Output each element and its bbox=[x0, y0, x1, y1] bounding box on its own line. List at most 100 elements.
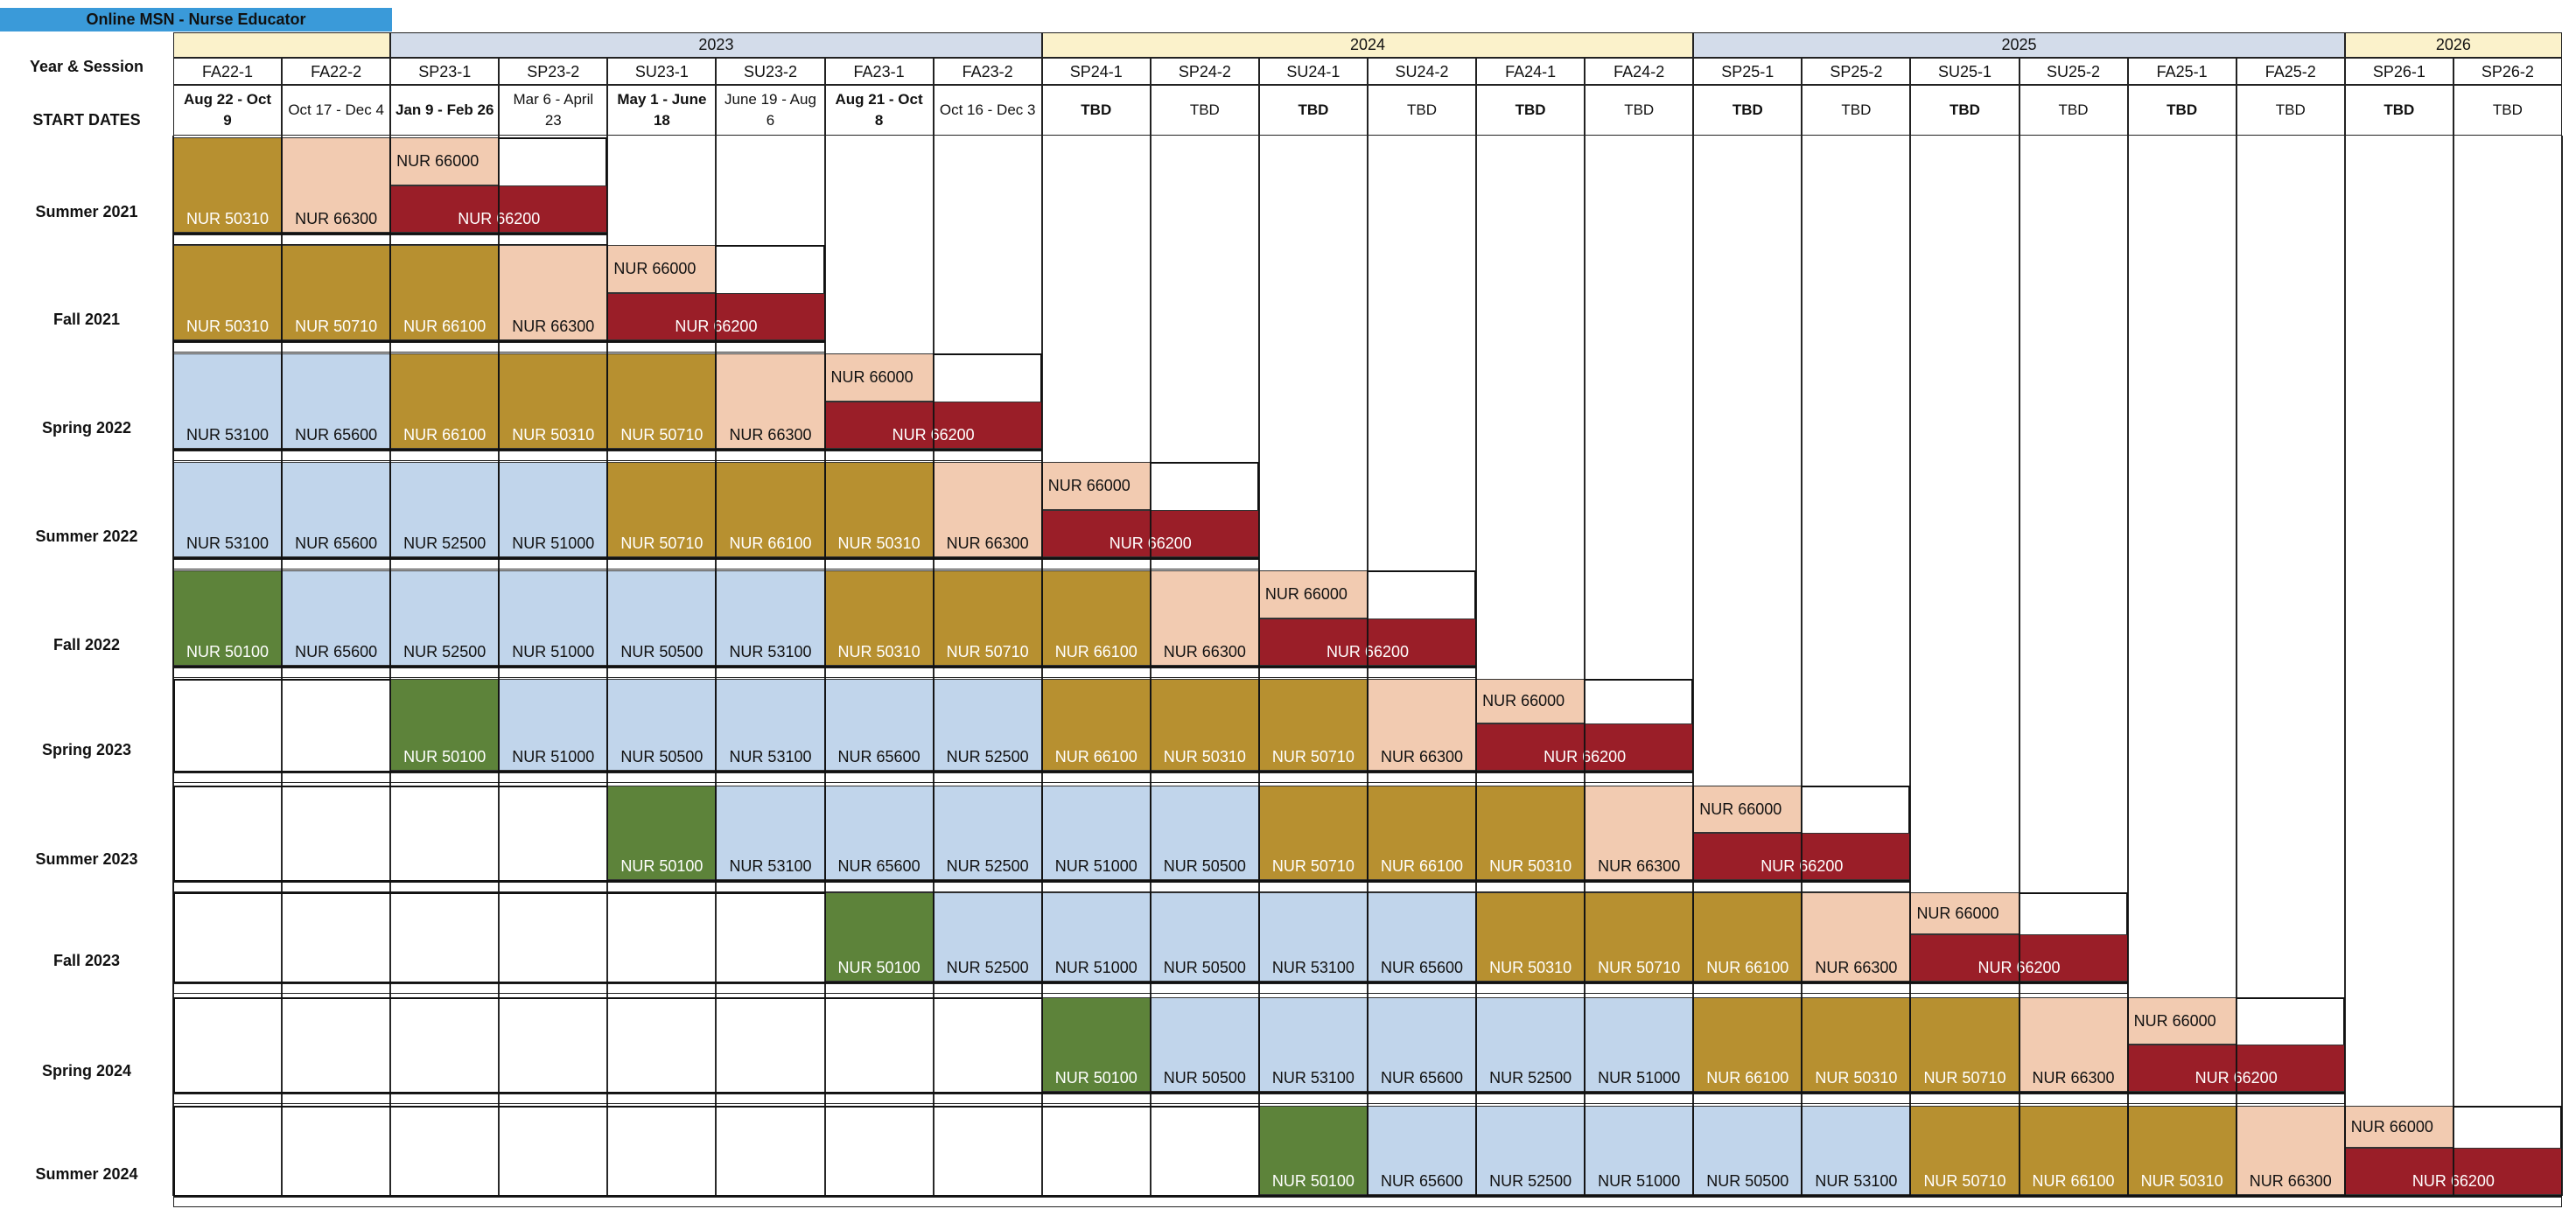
session-header: FA24-1 bbox=[1476, 58, 1586, 85]
session-header: SU25-1 bbox=[1910, 58, 2020, 85]
course-cell: NUR 65600 bbox=[1367, 997, 1477, 1092]
course-cell: NUR 52500 bbox=[1476, 1106, 1586, 1195]
cohort-label: Spring 2022 bbox=[41, 419, 132, 437]
course-cell: NUR 53100 bbox=[716, 570, 825, 666]
course-cell: NUR 66000 bbox=[390, 137, 500, 185]
session-header: SP26-2 bbox=[2453, 58, 2562, 85]
course-cell: NUR 50500 bbox=[1150, 892, 1259, 982]
session-header: SU24-2 bbox=[1367, 58, 1477, 85]
course-cell: NUR 66300 bbox=[933, 462, 1042, 557]
course-cell: NUR 66000 bbox=[607, 245, 717, 293]
session-header: SU23-2 bbox=[716, 58, 825, 85]
start-date-cell: Oct 16 - Dec 3 bbox=[933, 85, 1042, 136]
course-cell: NUR 50710 bbox=[1910, 1106, 2020, 1195]
course-cell: NUR 66300 bbox=[2019, 997, 2128, 1092]
column-divider bbox=[606, 136, 609, 1196]
course-cell: NUR 66300 bbox=[2236, 1106, 2345, 1195]
year-cell: 2023 bbox=[390, 32, 1042, 58]
program-title: Online MSN - Nurse Educator bbox=[0, 8, 392, 31]
course-cell: NUR 51000 bbox=[1585, 1106, 1694, 1195]
session-header: SP26-1 bbox=[2344, 58, 2454, 85]
column-divider bbox=[1801, 136, 1803, 1196]
course-cell: NUR 50310 bbox=[2127, 1106, 2236, 1195]
session-header: SP24-1 bbox=[1041, 58, 1151, 85]
course-cell: NUR 66300 bbox=[282, 137, 391, 233]
course-cell: NUR 66100 bbox=[1693, 997, 1802, 1092]
start-date-cell: TBD bbox=[1367, 85, 1477, 136]
course-cell: NUR 50310 bbox=[1150, 679, 1259, 771]
course-cell: NUR 50310 bbox=[173, 137, 283, 233]
column-divider bbox=[2018, 136, 2020, 1196]
course-cell: NUR 50310 bbox=[1476, 892, 1586, 982]
course-cell: NUR 65600 bbox=[1367, 892, 1477, 982]
course-cell: NUR 53100 bbox=[716, 786, 825, 880]
course-cell: NUR 66000 bbox=[1693, 786, 1802, 833]
course-cell: NUR 66100 bbox=[390, 245, 500, 340]
column-divider bbox=[1149, 136, 1152, 1196]
column-divider bbox=[281, 136, 284, 1196]
course-cell: NUR 50100 bbox=[1258, 1106, 1368, 1195]
course-cell: NUR 53100 bbox=[173, 353, 283, 449]
course-cell: NUR 66300 bbox=[1150, 570, 1259, 666]
course-cell: NUR 50310 bbox=[824, 462, 934, 557]
column-divider bbox=[389, 136, 392, 1196]
course-cell: NUR 51000 bbox=[499, 679, 608, 771]
column-divider bbox=[1366, 136, 1368, 1196]
course-cell: NUR 65600 bbox=[282, 353, 391, 449]
course-cell: NUR 66300 bbox=[1585, 786, 1694, 880]
course-cell: NUR 51000 bbox=[1041, 892, 1151, 982]
cohort-label: Summer 2023 bbox=[35, 850, 138, 868]
course-cell: NUR 53100 bbox=[1802, 1106, 1911, 1195]
start-date-cell: TBD bbox=[1258, 85, 1368, 136]
column-divider bbox=[2126, 136, 2129, 1196]
start-date-cell: TBD bbox=[2019, 85, 2128, 136]
cohort-label: Summer 2024 bbox=[35, 1165, 138, 1183]
start-date-cell: TBD bbox=[1041, 85, 1151, 136]
session-header: FA22-2 bbox=[282, 58, 391, 85]
session-header: SP24-2 bbox=[1150, 58, 1259, 85]
course-cell: NUR 66100 bbox=[1367, 786, 1477, 880]
year-cell: 2025 bbox=[1693, 32, 2345, 58]
course-cell: NUR 53100 bbox=[1258, 892, 1368, 982]
start-date-cell: TBD bbox=[1910, 85, 2020, 136]
course-cell: NUR 53100 bbox=[173, 462, 283, 557]
course-cell: NUR 50310 bbox=[824, 570, 934, 666]
column-divider bbox=[2560, 136, 2563, 1196]
course-cell: NUR 50500 bbox=[1693, 1106, 1802, 1195]
course-cell: NUR 66000 bbox=[1041, 462, 1151, 510]
cohort-label: Fall 2022 bbox=[52, 636, 121, 653]
row-separator bbox=[173, 1197, 2562, 1207]
course-cell: NUR 50710 bbox=[933, 570, 1042, 666]
start-date-cell: TBD bbox=[1150, 85, 1259, 136]
start-date-cell: TBD bbox=[1802, 85, 1911, 136]
course-cell: NUR 66000 bbox=[2127, 997, 2236, 1045]
start-date-cell: Oct 17 - Dec 4 bbox=[282, 85, 391, 136]
column-divider bbox=[1257, 136, 1260, 1196]
course-cell: NUR 66300 bbox=[1802, 892, 1911, 982]
column-divider bbox=[1040, 136, 1043, 1196]
year-cell: 2026 bbox=[2344, 32, 2562, 58]
course-cell: NUR 66000 bbox=[1476, 679, 1586, 723]
column-divider bbox=[1584, 136, 1586, 1196]
course-cell: NUR 65600 bbox=[1367, 1106, 1477, 1195]
session-header: SP23-1 bbox=[390, 58, 500, 85]
course-cell: NUR 66300 bbox=[716, 353, 825, 449]
course-cell: NUR 50100 bbox=[390, 679, 500, 771]
start-date-cell: May 1 - June 18 bbox=[607, 85, 717, 136]
course-cell: NUR 66100 bbox=[2019, 1106, 2128, 1195]
column-divider bbox=[715, 136, 718, 1196]
course-cell: NUR 52500 bbox=[933, 679, 1042, 771]
session-header: SU24-1 bbox=[1258, 58, 1368, 85]
start-date-cell: TBD bbox=[2236, 85, 2345, 136]
column-divider bbox=[932, 136, 934, 1196]
course-cell: NUR 66300 bbox=[499, 245, 608, 340]
start-date-cell: Jan 9 - Feb 26 bbox=[390, 85, 500, 136]
start-date-cell: TBD bbox=[2453, 85, 2562, 136]
course-cell: NUR 66100 bbox=[1041, 679, 1151, 771]
course-cell: NUR 66000 bbox=[824, 353, 934, 402]
course-cell: NUR 50100 bbox=[607, 786, 717, 880]
column-divider bbox=[172, 136, 174, 1196]
session-header: SP25-1 bbox=[1693, 58, 1802, 85]
course-cell: NUR 50100 bbox=[824, 892, 934, 982]
course-cell: NUR 66100 bbox=[1693, 892, 1802, 982]
